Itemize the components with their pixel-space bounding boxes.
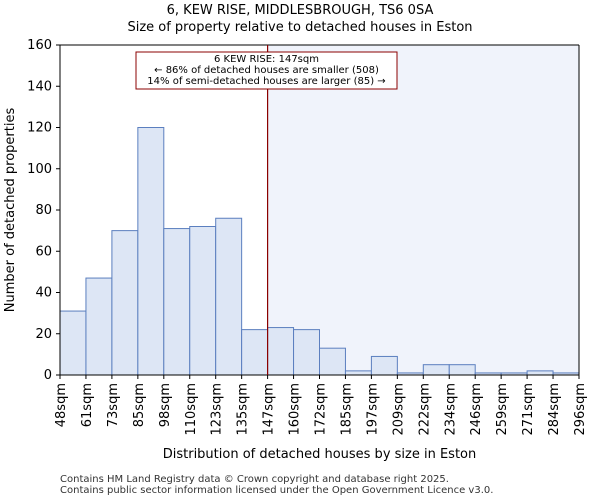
y-tick-label: 20 xyxy=(35,327,52,342)
x-tick-label: 271sqm xyxy=(521,383,536,436)
y-tick-label: 60 xyxy=(35,244,52,259)
x-tick-label: 135sqm xyxy=(236,383,251,436)
x-tick-label: 61sqm xyxy=(80,383,95,427)
bar-160sqm xyxy=(293,329,320,376)
x-tick-label: 123sqm xyxy=(210,383,225,436)
y-tick-label: 100 xyxy=(27,162,52,177)
bar-234sqm xyxy=(448,364,476,376)
annotation-line-1: 6 KEW RISE: 147sqm xyxy=(214,54,319,65)
bar-110sqm xyxy=(189,226,217,376)
annotation-line-3: 14% of semi-detached houses are larger (… xyxy=(147,76,385,87)
bar-185sqm xyxy=(344,370,372,376)
footer-licence: Contains public sector information licen… xyxy=(60,485,494,496)
bar-135sqm xyxy=(241,329,269,376)
x-tick-label: 160sqm xyxy=(288,383,303,436)
highlight-region xyxy=(267,45,579,375)
y-tick-label: 0 xyxy=(44,368,52,383)
x-tick-label: 259sqm xyxy=(495,383,510,436)
x-tick-label: 85sqm xyxy=(132,383,147,427)
y-tick-label: 160 xyxy=(27,38,52,53)
y-tick-label: 140 xyxy=(27,79,52,94)
chart-title: 6, KEW RISE, MIDDLESBROUGH, TS6 0SA xyxy=(166,3,434,18)
y-tick-label: 40 xyxy=(35,286,52,301)
x-tick-label: 110sqm xyxy=(184,383,199,436)
bar-123sqm xyxy=(215,217,243,376)
x-tick-label: 222sqm xyxy=(417,383,432,436)
x-tick-label: 73sqm xyxy=(106,383,121,427)
bar-73sqm xyxy=(111,230,139,376)
x-tick-label: 185sqm xyxy=(339,383,354,436)
y-tick-label: 120 xyxy=(27,121,52,136)
bar-172sqm xyxy=(319,347,346,376)
bar-48sqm xyxy=(59,310,87,376)
bar-197sqm xyxy=(370,355,398,376)
x-tick-label: 296sqm xyxy=(573,383,588,436)
y-axis-label: Number of detached properties xyxy=(3,108,18,313)
bar-61sqm xyxy=(85,277,113,376)
x-tick-label: 48sqm xyxy=(54,383,69,427)
x-tick-label: 234sqm xyxy=(443,383,458,436)
y-tick-label: 80 xyxy=(35,203,52,218)
x-axis-label: Distribution of detached houses by size … xyxy=(163,447,477,462)
x-tick-label: 98sqm xyxy=(158,383,173,427)
bar-98sqm xyxy=(163,228,191,376)
x-tick-label: 284sqm xyxy=(547,383,562,436)
bar-271sqm xyxy=(526,370,554,376)
x-tick-label: 147sqm xyxy=(262,383,277,436)
bar-85sqm xyxy=(137,127,165,376)
footer-copyright: Contains HM Land Registry data © Crown c… xyxy=(60,474,449,485)
x-tick-label: 246sqm xyxy=(469,383,484,436)
bar-222sqm xyxy=(422,364,450,376)
bar-147sqm xyxy=(267,327,295,376)
annotation-box xyxy=(135,51,398,90)
x-tick-label: 197sqm xyxy=(365,383,380,436)
x-tick-label: 209sqm xyxy=(391,383,406,436)
x-tick-label: 172sqm xyxy=(314,383,329,436)
annotation-line-2: ← 86% of detached houses are smaller (50… xyxy=(154,65,379,76)
chart-subtitle: Size of property relative to detached ho… xyxy=(127,20,473,35)
